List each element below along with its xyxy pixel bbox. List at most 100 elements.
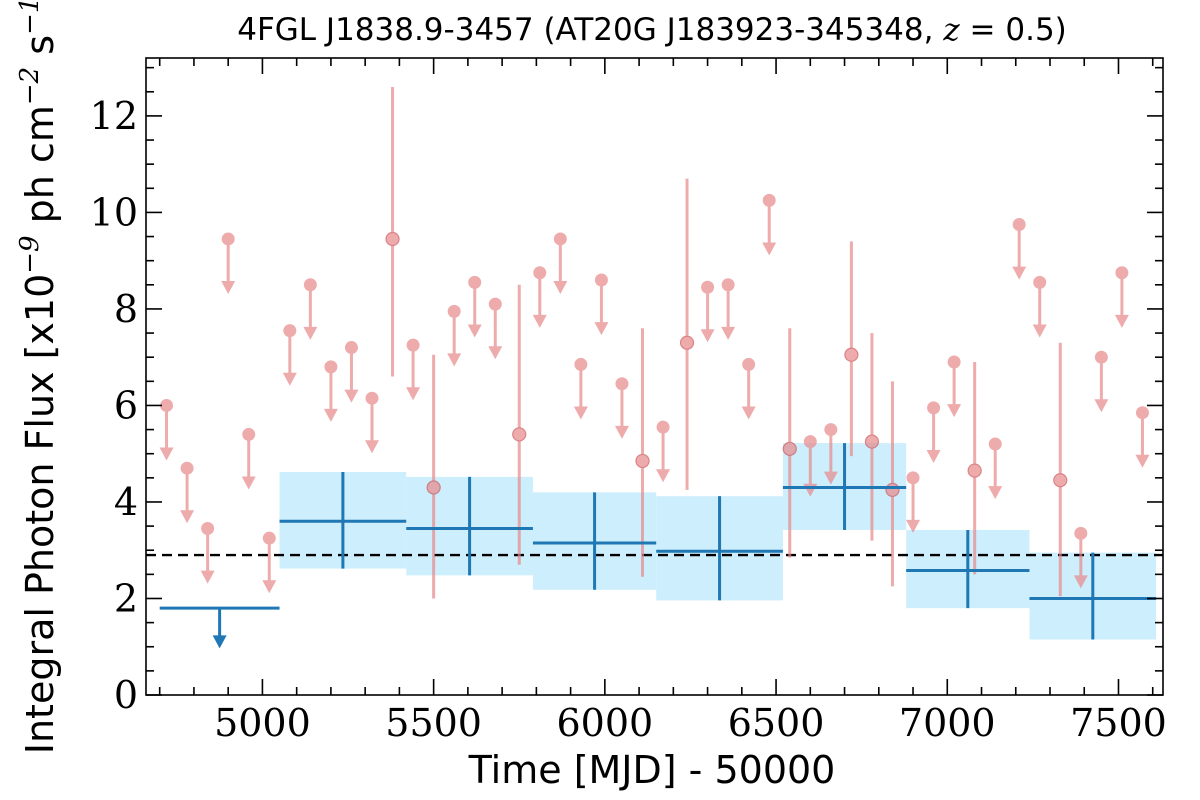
short-bin-upper-limit (221, 232, 236, 295)
upper-limit-point (447, 304, 461, 318)
y-tick-label: 12 (90, 94, 138, 138)
short-bin-upper-limit (262, 531, 277, 594)
short-bin-upper-limit (532, 266, 547, 328)
detection-point (635, 453, 650, 469)
short-bin-upper-limit (700, 280, 715, 343)
upper-limit-arrow-head (180, 510, 195, 524)
short-bin-detection (967, 362, 982, 575)
chart-title-math-var: z (942, 12, 960, 48)
short-bin-upper-limit (988, 437, 1003, 500)
upper-limit-point (365, 391, 379, 405)
detection-point (426, 480, 441, 495)
short-bin-detection (864, 333, 880, 541)
y-axis-label-exp1: −9 (15, 235, 45, 273)
upper-limit-arrow-head (467, 324, 482, 338)
upper-limit-point (221, 232, 235, 246)
upper-limit-arrow-head (303, 326, 318, 340)
upper-limit-point (344, 341, 358, 355)
short-bin-upper-limit (282, 324, 297, 386)
short-bin-upper-limit (614, 377, 629, 439)
short-bin-upper-limit (1032, 275, 1047, 338)
short-bin-upper-limit (467, 275, 482, 338)
upper-limit-point (594, 273, 608, 287)
detection-point (864, 434, 880, 449)
upper-limit-arrow-head (282, 372, 297, 386)
y-axis-label-mid: ph cm (18, 105, 62, 235)
upper-limit-point (1094, 350, 1108, 364)
upper-limit-point (988, 437, 1002, 451)
upper-limit-point (701, 280, 715, 294)
chart-title: 4FGL J1838.9-3457 (AT20G J183923-345348,… (237, 12, 1067, 48)
plot-area (146, 86, 1163, 649)
upper-limit-point (762, 193, 776, 207)
short-bin-upper-limit (344, 341, 359, 403)
short-bin-upper-limit (488, 297, 503, 360)
upper-limit-point (1074, 526, 1088, 540)
short-bin-detection (385, 86, 400, 377)
short-bin-detection (426, 354, 441, 599)
short-bin-upper-limit (447, 304, 462, 367)
short-bin-upper-limit (1073, 526, 1088, 589)
y-axis-label: Integral Photon Flux [x10−9 ph cm−2 s−1] (15, 0, 62, 754)
upper-limit-arrow-head (906, 519, 921, 533)
short-bin-upper-limit (947, 355, 962, 418)
short-bin-detection (679, 178, 695, 490)
upper-limit-arrow-head (594, 322, 609, 336)
upper-limit-point (906, 471, 920, 485)
y-axis-label-exp2: −2 (15, 67, 45, 105)
detection-point (885, 482, 900, 498)
upper-limit-arrow-head (447, 353, 462, 367)
short-bin-upper-limit (406, 338, 421, 401)
short-bin-upper-limit (926, 401, 941, 463)
short-bin-upper-limit (180, 461, 195, 524)
upper-limit-point (160, 398, 174, 412)
long-bin-upper-limit-head (212, 635, 227, 649)
upper-limit-arrow-head (488, 346, 503, 360)
upper-limit-point (824, 423, 838, 437)
upper-limit-arrow-head (926, 449, 941, 463)
short-bin-upper-limit (721, 278, 736, 340)
upper-limit-arrow-head (614, 425, 629, 439)
y-axis-label-prefix: Integral Photon Flux [x10 (18, 274, 62, 755)
x-tick-label: 6000 (556, 701, 653, 745)
x-tick-label: 5500 (385, 701, 482, 745)
short-bin-upper-limit (200, 522, 215, 584)
upper-limit-point (303, 278, 317, 292)
detection-point (782, 441, 797, 456)
upper-limit-arrow-head (1094, 399, 1109, 413)
plot-frame (145, 57, 1164, 696)
y-tick-label: 2 (114, 576, 138, 620)
upper-limit-point (468, 275, 482, 289)
upper-limit-arrow-head (573, 406, 588, 420)
upper-limit-point (1012, 217, 1026, 231)
short-bin-upper-limit (1094, 350, 1109, 413)
upper-limit-arrow-head (159, 447, 174, 461)
upper-limit-point (406, 338, 420, 352)
short-bin-upper-limit (741, 357, 756, 420)
upper-limit-point (180, 461, 194, 475)
upper-limit-point (324, 360, 338, 374)
x-tick-label: 6500 (728, 701, 825, 745)
upper-limit-arrow-head (221, 281, 236, 295)
short-bin-upper-limit (159, 398, 174, 461)
upper-limit-arrow-head (262, 580, 277, 594)
upper-limit-point (201, 522, 215, 536)
x-tick-label: 5000 (214, 701, 311, 745)
upper-limit-point (927, 401, 941, 415)
short-bin-upper-limit (241, 427, 256, 490)
y-tick-label: 0 (114, 673, 138, 717)
short-bin-upper-limit (303, 278, 318, 340)
upper-limit-arrow-head (1135, 454, 1150, 468)
upper-limit-point (803, 435, 817, 449)
upper-limit-arrow-head (200, 570, 215, 584)
upper-limit-arrow-head (1073, 575, 1088, 589)
detection-point (1053, 473, 1068, 488)
y-axis-label-mid2: s (18, 35, 62, 67)
short-bin-upper-limit (365, 391, 379, 454)
short-bin-detection (512, 284, 527, 565)
upper-limit-point (1033, 275, 1047, 289)
upper-limit-point (242, 427, 256, 441)
upper-limit-point (283, 324, 297, 338)
upper-limit-arrow-head (1032, 324, 1047, 338)
upper-limit-point (947, 355, 961, 369)
